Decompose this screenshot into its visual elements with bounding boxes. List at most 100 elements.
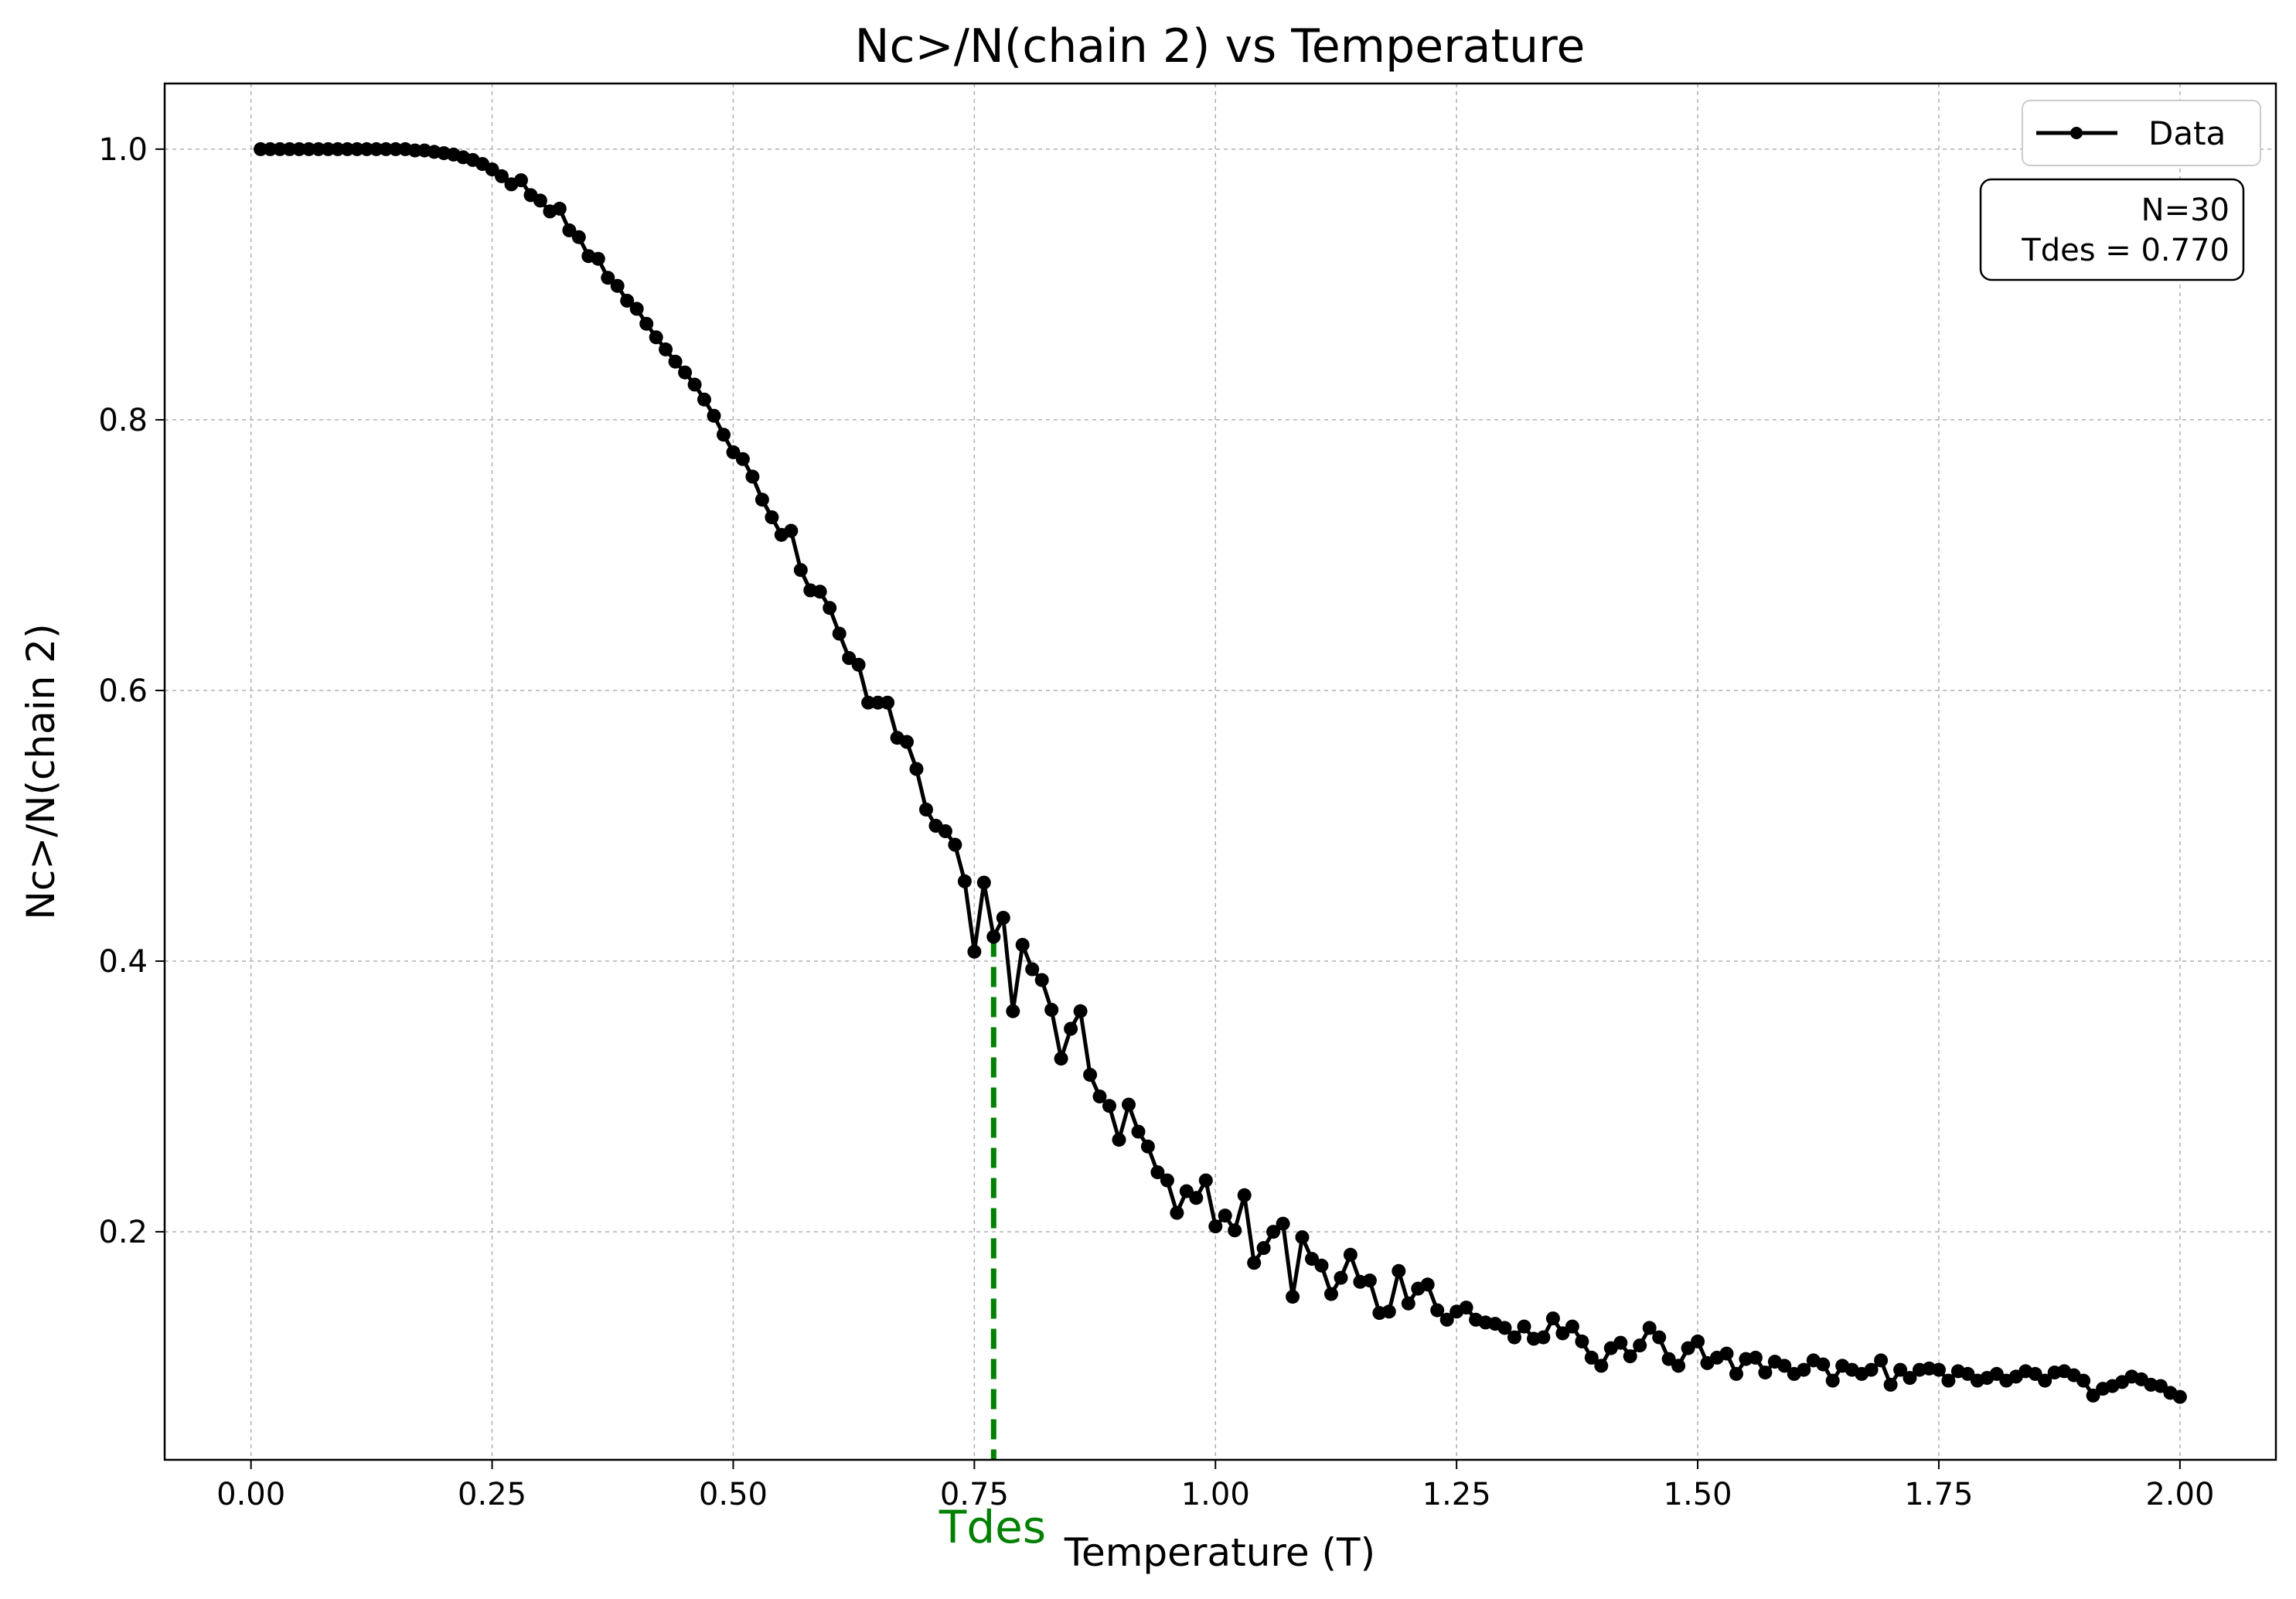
- data-point: [1160, 1173, 1174, 1188]
- data-point: [900, 735, 914, 749]
- data-point: [312, 141, 325, 156]
- data-point: [1439, 1312, 1454, 1327]
- data-point: [735, 452, 750, 466]
- legend-box: [2022, 100, 2261, 166]
- data-point: [1381, 1304, 1396, 1319]
- data-point: [1334, 1270, 1348, 1285]
- data-point: [717, 428, 731, 442]
- data-point: [678, 365, 693, 380]
- data-point: [254, 141, 268, 156]
- data-point: [948, 837, 962, 852]
- data-point: [359, 141, 374, 156]
- y-tick-label: 0.4: [98, 944, 148, 980]
- data-point: [1073, 1004, 1088, 1018]
- x-tick-label: 0.75: [940, 1477, 1009, 1512]
- data-point: [1189, 1191, 1204, 1205]
- data-point: [1295, 1230, 1310, 1245]
- data-point: [1893, 1362, 1908, 1377]
- data-point: [659, 342, 673, 356]
- x-tick-label: 0.50: [699, 1477, 768, 1512]
- data-point: [649, 330, 663, 345]
- data-point: [1903, 1371, 1917, 1386]
- data-point: [1247, 1256, 1262, 1270]
- data-point: [755, 493, 769, 507]
- data-point: [687, 377, 702, 392]
- data-point: [1054, 1052, 1068, 1066]
- x-tick-label: 2.00: [2145, 1477, 2214, 1512]
- data-point: [1883, 1377, 1898, 1392]
- y-tick-label: 0.6: [98, 673, 148, 709]
- data-point: [1729, 1366, 1743, 1381]
- data-point: [909, 762, 924, 776]
- data-point: [639, 316, 654, 331]
- data-point: [1517, 1319, 1531, 1334]
- data-point: [1034, 973, 1049, 987]
- info-box-frame: [1979, 178, 2245, 281]
- data-point: [1941, 1373, 1956, 1388]
- data-point: [976, 875, 991, 890]
- data-point: [793, 563, 808, 578]
- info-box-n: N=30: [2141, 193, 2230, 228]
- data-point: [1584, 1350, 1599, 1365]
- data-point: [533, 193, 547, 208]
- data-point: [1545, 1311, 1560, 1326]
- data-point: [1652, 1330, 1667, 1345]
- x-tick-label: 0.00: [216, 1477, 285, 1512]
- data-point: [996, 911, 1010, 925]
- data-point: [1276, 1216, 1290, 1231]
- data-point: [1228, 1223, 1242, 1238]
- data-point: [1797, 1362, 1811, 1377]
- data-point: [861, 695, 876, 710]
- data-point: [349, 141, 364, 156]
- data-point: [407, 143, 422, 158]
- tdes-label: Tdes: [938, 1501, 1046, 1553]
- data-point: [1208, 1219, 1223, 1234]
- data-point: [629, 302, 644, 316]
- data-point: [1343, 1247, 1358, 1262]
- y-tick-label: 0.2: [98, 1215, 148, 1250]
- x-tick-label: 1.75: [1904, 1477, 1973, 1512]
- data-point: [2172, 1389, 2187, 1404]
- x-tick-label: 0.25: [458, 1477, 526, 1512]
- data-point: [823, 601, 837, 615]
- data-point: [1324, 1287, 1338, 1301]
- data-point: [986, 929, 1001, 944]
- data-point: [967, 944, 982, 959]
- data-point: [388, 141, 403, 156]
- data-point: [1237, 1188, 1252, 1202]
- data-point: [1179, 1184, 1194, 1198]
- data-point: [1613, 1335, 1628, 1350]
- data-point: [1459, 1301, 1473, 1315]
- data-point: [1064, 1021, 1078, 1036]
- data-point: [1623, 1349, 1637, 1364]
- data-point: [1256, 1241, 1271, 1256]
- data-point: [1286, 1290, 1300, 1304]
- x-axis-label: Temperature (T): [1064, 1530, 1375, 1575]
- data-point: [1777, 1359, 1792, 1373]
- data-point: [282, 141, 297, 156]
- data-point: [1420, 1277, 1435, 1292]
- data-point: [369, 141, 383, 156]
- data-point: [1198, 1173, 1213, 1188]
- data-point: [1758, 1365, 1773, 1380]
- data-point: [514, 173, 528, 188]
- data-point: [1044, 1003, 1059, 1017]
- legend-label: Data: [2148, 114, 2226, 152]
- data-point: [1748, 1350, 1763, 1365]
- data-point: [870, 695, 885, 710]
- x-axis: 0.00 0.25 0.50 0.75 1.00 1.25 1.50 1.75 2.00: [216, 1460, 2214, 1512]
- data-point: [1661, 1352, 1676, 1366]
- data-point: [1507, 1330, 1521, 1345]
- data-point: [1401, 1296, 1415, 1311]
- data-point: [1150, 1165, 1165, 1180]
- data-point: [1497, 1321, 1512, 1335]
- data-point: [1112, 1133, 1126, 1147]
- data-point: [340, 141, 355, 156]
- data-point: [2028, 1366, 2042, 1381]
- y-axis: 0.2 0.4 0.6 0.8 1.0: [98, 132, 165, 1250]
- data-point: [610, 278, 625, 293]
- data-point: [832, 626, 847, 641]
- data-point: [957, 874, 972, 888]
- data-point: [1266, 1225, 1281, 1239]
